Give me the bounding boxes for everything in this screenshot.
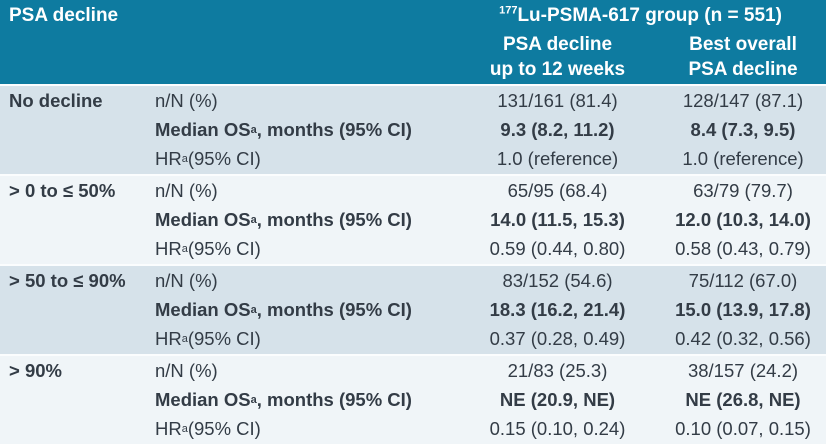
metric-text: n/N (%): [155, 179, 218, 201]
group-title-lu-psma: 177Lu-PSMA-617 group (n = 551): [455, 0, 826, 30]
metric-text: Median OS: [155, 298, 251, 320]
metric-text: n/N (%): [155, 269, 218, 291]
value-cell: 15.0 (13.9, 17.8): [675, 298, 811, 320]
column-header-line2: up to 12 weeks: [489, 59, 626, 80]
group-label: > 0 to ≤ 50%: [9, 179, 116, 201]
column-header-line1: PSA decline: [502, 34, 613, 55]
metric-label-median-os: Median OS a, months (95% CI): [155, 298, 412, 320]
value-cell: 14.0 (11.5, 15.3): [490, 208, 625, 230]
metric-text: n/N (%): [155, 359, 218, 381]
metric-text: , months (95% CI): [256, 388, 412, 410]
value-cell: 83/152 (54.6): [502, 269, 613, 291]
metric-label-median-os: Median OS a, months (95% CI): [155, 208, 412, 230]
metric-text: (95% CI): [187, 418, 261, 440]
metric-label-nN: n/N (%): [155, 266, 455, 295]
value-cell: 1.0 (reference): [496, 148, 619, 170]
value-cell: 38/157 (24.2): [687, 359, 799, 381]
metric-label-hr: HR a (95% CI): [155, 238, 261, 260]
group-title-text: Lu-PSMA-617 group (n = 551): [517, 5, 782, 26]
value-cell: 18.3 (16.2, 21.4): [489, 298, 626, 320]
metric-text: n/N (%): [155, 89, 218, 111]
table-header: PSA decline 177Lu-PSMA-617 group (n = 55…: [0, 0, 826, 84]
value-cell: 128/147 (87.1): [682, 89, 804, 111]
value-cell: 0.15 (0.10, 0.24): [489, 418, 626, 440]
metric-text: , months (95% CI): [256, 118, 412, 140]
column-header-line1: Best overall: [689, 34, 797, 55]
isotope-superscript: 177: [499, 4, 518, 17]
value-cell: 65/95 (68.4): [507, 179, 608, 201]
row-group-50-to-90: > 50 to ≤ 90% n/N (%) 83/152 (54.6) 75/1…: [0, 264, 826, 354]
metric-label-median-os: Median OS a, months (95% CI): [155, 388, 412, 410]
metric-text: HR: [155, 238, 182, 260]
column-header-line2: PSA decline: [688, 59, 798, 80]
metric-text: Median OS: [155, 388, 251, 410]
value-cell: 0.58 (0.43, 0.79): [675, 238, 811, 260]
metric-label-hr: HR a (95% CI): [155, 328, 261, 350]
column-header-best-overall: Best overall PSA decline: [660, 30, 826, 84]
metric-label-hr: HR a (95% CI): [155, 418, 261, 440]
value-cell: NE (26.8, NE): [685, 388, 801, 410]
value-cell: 75/112 (67.0): [688, 269, 798, 291]
metric-label-hr: HR a (95% CI): [155, 148, 261, 170]
metric-text: HR: [155, 148, 182, 170]
row-group-0-to-50: > 0 to ≤ 50% n/N (%) 65/95 (68.4) 63/79 …: [0, 174, 826, 264]
metric-text: HR: [155, 328, 182, 350]
value-cell: 9.3 (8.2, 11.2): [500, 118, 615, 140]
value-cell: 131/161 (81.4): [497, 89, 618, 111]
metric-text: (95% CI): [187, 148, 261, 170]
value-cell: 21/83 (25.3): [507, 359, 608, 381]
value-cell: 0.59 (0.44, 0.80): [489, 238, 626, 260]
row-group-no-decline: No decline n/N (%) 131/161 (81.4) 128/14…: [0, 84, 826, 174]
metric-text: HR: [155, 418, 182, 440]
metric-text: Median OS: [155, 118, 251, 140]
value-cell: NE (20.9, NE): [499, 388, 616, 410]
metric-label-nN: n/N (%): [155, 356, 455, 385]
value-cell: 8.4 (7.3, 9.5): [690, 118, 796, 140]
row-group-over-90: > 90% n/N (%) 21/83 (25.3) 38/157 (24.2)…: [0, 354, 826, 444]
group-label: No decline: [9, 89, 103, 111]
metric-text: Median OS: [155, 208, 251, 230]
value-cell: 0.42 (0.32, 0.56): [675, 328, 811, 350]
metric-label-nN: n/N (%): [155, 176, 455, 205]
metric-text: , months (95% CI): [256, 208, 412, 230]
value-cell: 12.0 (10.3, 14.0): [675, 208, 811, 230]
metric-text: (95% CI): [187, 328, 261, 350]
metric-text: , months (95% CI): [256, 298, 412, 320]
value-cell: 63/79 (79.7): [693, 179, 793, 201]
value-cell: 1.0 (reference): [682, 148, 804, 170]
metric-label-nN: n/N (%): [155, 86, 455, 115]
corner-header-psa-decline: PSA decline: [9, 5, 119, 26]
group-label: > 90%: [9, 359, 62, 381]
metric-label-median-os: Median OS a, months (95% CI): [155, 118, 412, 140]
metric-text: (95% CI): [187, 238, 261, 260]
column-header-psa-12-weeks: PSA decline up to 12 weeks: [455, 30, 660, 84]
value-cell: 0.37 (0.28, 0.49): [489, 328, 626, 350]
group-label: > 50 to ≤ 90%: [9, 269, 126, 291]
value-cell: 0.10 (0.07, 0.15): [675, 418, 811, 440]
